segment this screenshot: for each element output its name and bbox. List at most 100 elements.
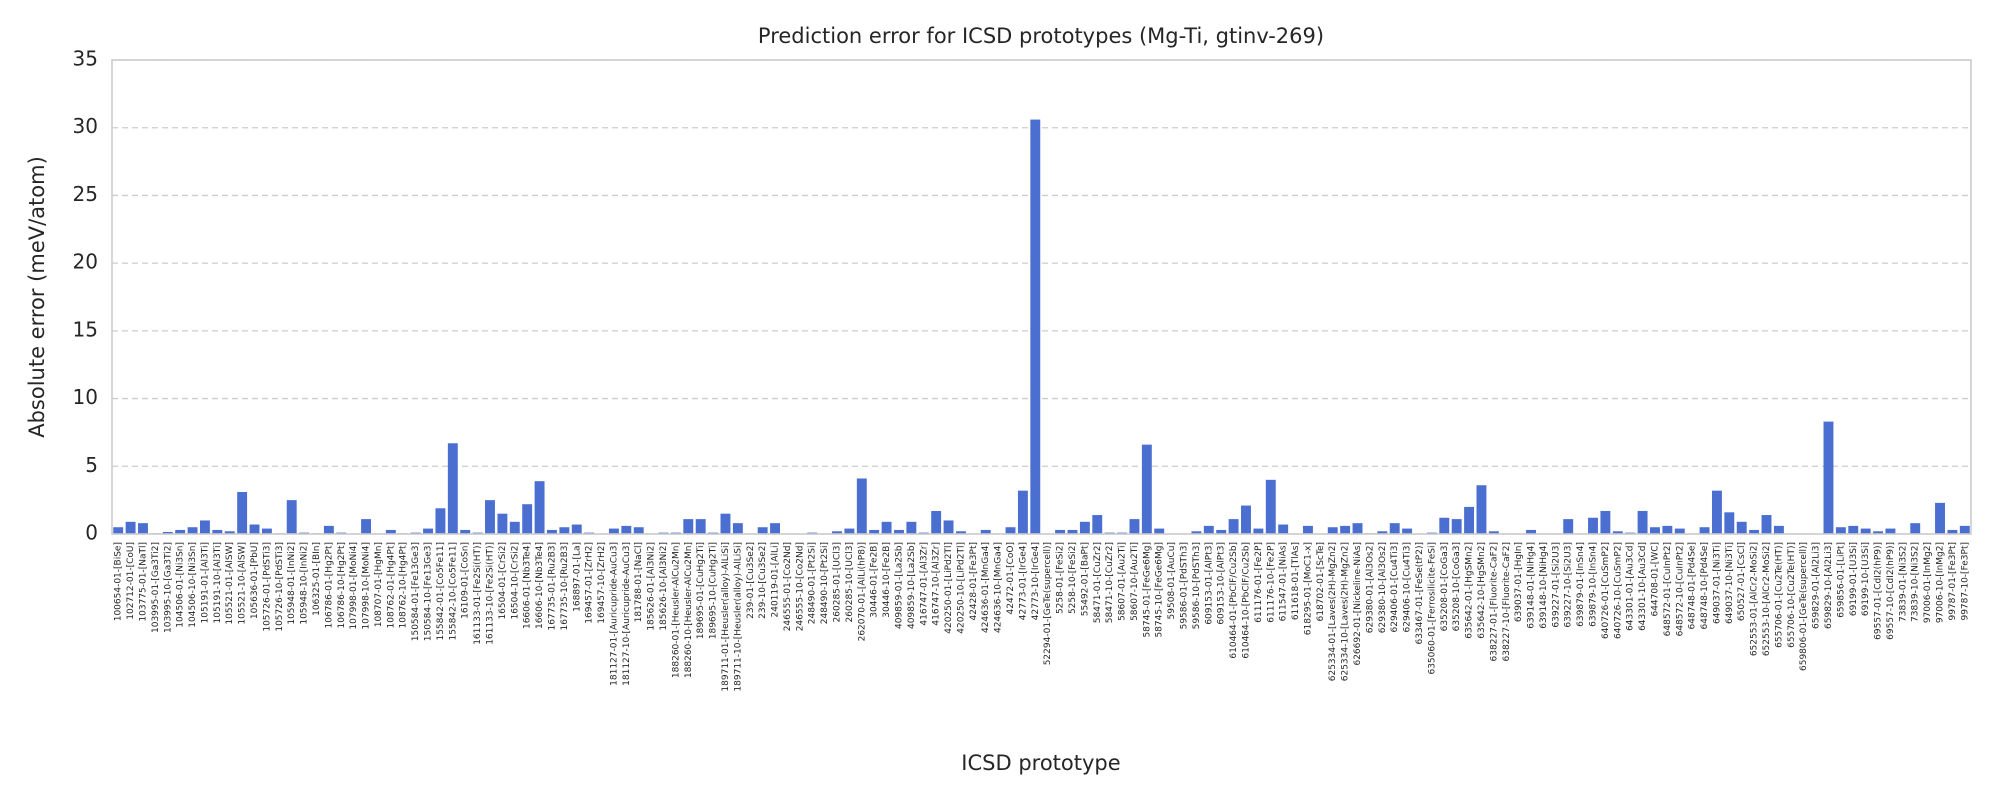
y-tick-label: 10 [73,385,98,409]
bar [1699,527,1710,534]
x-tick-label: 169457-01-[ZrH2] [585,542,595,624]
x-tick-label: 16504-01-[CrSi2] [498,542,508,620]
x-tick-label: 16606-10-[Nb3Te4] [535,542,545,629]
bar [1278,524,1289,534]
x-tick-label: 626692-01-[Nickeline-NiAs] [1353,542,1363,666]
bar [757,527,768,534]
y-tick-label: 5 [85,453,98,477]
x-tick-label: 161133-01-[Fe2Si(HT)] [473,542,483,645]
x-tick-label: 633467-01-[FeSe(tP2)] [1415,542,1425,645]
bar [1017,490,1028,534]
bar [1141,444,1152,534]
bar [1650,527,1660,534]
y-tick-label: 0 [85,521,98,545]
bar [212,529,223,534]
bar [1823,421,1834,534]
bar [522,504,533,534]
bar [571,524,582,534]
x-tick-label: 639879-10-[InSn4] [1589,542,1599,627]
x-tick-label: 181127-10-[Auricupride-AuCu3] [622,542,632,686]
x-tick-label: 659829-01-[Al2Li3] [1812,542,1822,629]
x-tick-label: 155842-10-[Co5Fe11] [448,542,458,641]
bar [361,519,372,534]
x-tick-label: 611547-01-[NiAs] [1279,542,1289,621]
x-tick-label: 58745-10-[FeGe6Mg] [1155,542,1165,638]
x-tick-label: 185626-01-[Al3Ni2] [647,542,657,631]
x-tick-label: 625334-10-[Laves(2H)-MgZn2] [1341,542,1351,681]
bar [906,521,917,534]
x-tick-label: 58471-01-[CuZr2] [1093,542,1103,623]
x-tick-label: 659856-01-[LiPt] [1836,542,1846,618]
bar [1959,525,1970,534]
bar [856,478,867,534]
x-tick-label: 161133-10-[Fe2Si(HT)] [485,542,495,645]
x-tick-label: 409859-10-[La2Sb] [907,542,917,629]
bar [547,529,557,534]
y-tick-label: 15 [73,317,98,341]
x-tick-label: 69557-01-[CdI2(hP9)] [1874,542,1884,640]
x-tick-label: 58471-10-[CuZr2] [1105,542,1115,623]
x-tick-label: 248490-10-[Pt2Si] [820,542,830,624]
x-tick-label: 104506-10-[Ni3Sn] [188,542,198,628]
bar [534,481,545,534]
bar [720,513,731,534]
x-tick-label: 639227-01-[Si2U3] [1551,542,1561,628]
bar [732,523,743,534]
x-tick-label: 409859-01-[La2Sb] [894,542,904,629]
bar [1935,502,1945,534]
y-tick-label: 30 [73,114,98,138]
bar [1724,512,1735,534]
x-tick-label: 73839-10-[Ni3S2] [1911,542,1921,622]
bar [1352,523,1363,534]
x-tick-label: 150584-01-[Fe13Ge3] [411,542,421,641]
x-tick-label: 155842-01-[Co5Fe11] [436,542,446,641]
bar [621,525,632,534]
x-tick-label: 610464-10-[PbClF/Cu2Sb] [1241,542,1251,659]
bar [460,529,471,534]
bar [559,527,570,534]
x-tick-label: 629380-10-[Al3Os2] [1378,542,1388,633]
x-tick-label: 106325-01-[BIn] [312,542,322,616]
x-tick-label: 618295-01-[MoC1-x] [1303,542,1313,635]
x-tick-label: 635208-10-[CoGa3] [1452,542,1462,631]
x-tick-label: 5258-10-[FeSi2] [1068,542,1078,614]
x-tick-label: 649037-10-[Ni3Ti] [1725,542,1735,624]
x-tick-label: 260285-10-[UCl3] [845,542,855,622]
y-tick-label: 20 [73,250,98,274]
x-tick-label: 246555-01-[Co2Nd] [783,542,793,631]
x-tick-label: 107998-01-[MoNi4] [349,542,359,630]
bar [1241,505,1251,534]
x-tick-label: 609153-10-[AlPt3] [1217,542,1227,625]
x-tick-label: 611176-10-[Fe2P] [1266,542,1276,623]
bar [1526,529,1536,534]
x-tick-label: 239-01-[Cu3Se2] [746,542,756,619]
bar [1079,521,1090,534]
bar [497,513,508,534]
bar [943,520,954,534]
bar [1302,525,1313,534]
bar [1947,529,1958,534]
x-tick-label: 181127-01-[Auricupride-AuCu3] [609,542,619,686]
bar [113,527,124,534]
bar [1910,523,1921,534]
x-tick-label: 169457-10-[ZrH2] [597,542,607,624]
x-tick-label: 108707-01-[HgMn] [374,542,384,627]
x-tick-label: 58607-01-[Au2Ti] [1118,542,1128,621]
bar [1129,519,1140,534]
bar [1860,528,1871,534]
bar [187,527,198,534]
bar [1711,490,1722,534]
x-tick-label: 58745-01-[FeGe6Mg] [1142,542,1152,638]
bar [1773,525,1784,534]
x-tick-label: 640726-01-[CuSmP2] [1601,542,1611,639]
x-tick-label: 659806-01-[GeTe(supercell)] [1799,542,1809,671]
bar [1327,527,1338,534]
x-tick-label: 649037-01-[Ni3Ti] [1712,542,1722,624]
x-tick-label: 5258-01-[FeSi2] [1056,542,1066,614]
x-tick-label: 103775-01-[NaTl] [138,542,148,622]
bar [485,500,495,534]
bar [844,528,855,534]
x-tick-label: 246555-10-[Co2Nd] [795,542,805,631]
x-tick-label: 108762-10-[Hg4Pt] [399,542,409,629]
